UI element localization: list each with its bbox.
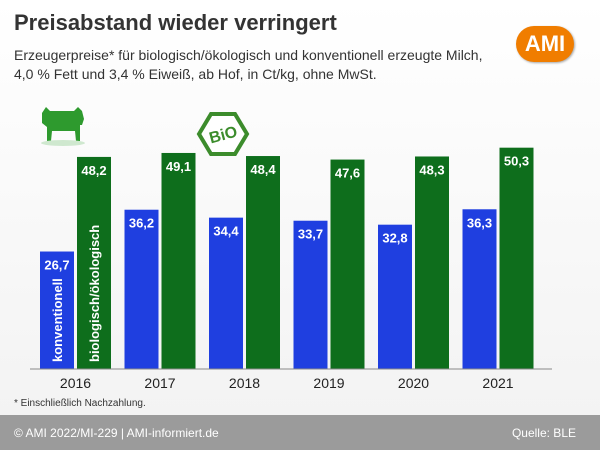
footnote: * Einschließlich Nachzahlung. bbox=[14, 398, 146, 409]
bar-bio-2016 bbox=[77, 156, 111, 369]
data-label: 32,8 bbox=[382, 231, 407, 246]
bio-badge-icon: BiO bbox=[196, 112, 250, 156]
cow-icon bbox=[41, 107, 85, 146]
bar-bio-2021 bbox=[499, 147, 534, 369]
data-label: 50,3 bbox=[504, 154, 529, 169]
footer-copyright: © AMI 2022/MI-229 | AMI-informiert.de bbox=[14, 426, 219, 440]
data-label: 47,6 bbox=[335, 166, 360, 181]
footer-bar: © AMI 2022/MI-229 | AMI-informiert.de Qu… bbox=[0, 415, 600, 450]
x-tick-label: 2018 bbox=[229, 375, 260, 391]
legend-label-bio: biologisch/ökologisch bbox=[87, 225, 102, 362]
data-label: 36,3 bbox=[467, 215, 492, 230]
data-label: 36,2 bbox=[129, 216, 154, 231]
bar-konventionell-2020 bbox=[378, 224, 412, 369]
ami-logo: AMI bbox=[516, 26, 574, 62]
chart-title: Preisabstand wieder verringert bbox=[14, 10, 337, 35]
data-label: 49,1 bbox=[166, 159, 191, 174]
bar-bio-2019 bbox=[330, 159, 365, 369]
bar-konventionell-2018 bbox=[209, 217, 243, 369]
bar-bio-2018 bbox=[246, 156, 280, 369]
data-label: 26,7 bbox=[44, 258, 69, 273]
bar-konventionell-2019 bbox=[293, 220, 328, 369]
data-label: 34,4 bbox=[213, 224, 239, 239]
legend-label-konventionell: konventionell bbox=[50, 278, 65, 362]
bio-badge-text: BiO bbox=[207, 124, 239, 148]
bar-bio-2017 bbox=[161, 152, 196, 369]
bar-konventionell-2021 bbox=[462, 209, 497, 369]
x-tick-label: 2021 bbox=[482, 375, 513, 391]
x-tick-label: 2020 bbox=[398, 375, 429, 391]
x-tick-label: 2017 bbox=[144, 375, 175, 391]
data-label: 48,3 bbox=[419, 162, 444, 177]
bar-konventionell-2017 bbox=[124, 209, 159, 369]
data-label: 48,4 bbox=[250, 162, 276, 177]
bar-chart: BiO 26,7 48,2 2016 36,2 49,1 2017 34,4 48,4 2018… bbox=[30, 107, 552, 391]
bar-konventionell-2016 bbox=[40, 251, 74, 369]
data-label: 48,2 bbox=[81, 163, 106, 178]
x-tick-label: 2016 bbox=[60, 375, 91, 391]
bar-bio-2020 bbox=[415, 156, 449, 369]
x-tick-label: 2019 bbox=[313, 375, 344, 391]
data-label: 33,7 bbox=[298, 227, 323, 242]
footer-source: Quelle: BLE bbox=[511, 426, 576, 440]
chart-subtitle: Erzeugerpreise* für biologisch/ökologisc… bbox=[14, 47, 483, 82]
